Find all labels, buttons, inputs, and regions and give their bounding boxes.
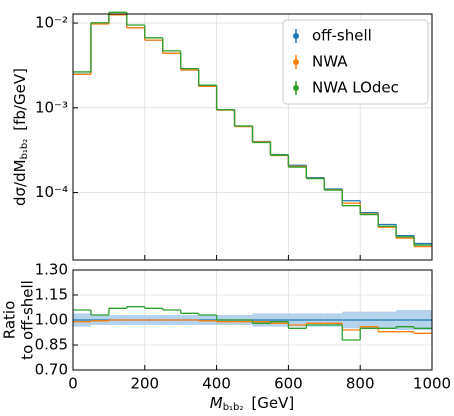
legend-marker: [293, 59, 299, 65]
y-tick-label: 10⁻⁴: [35, 183, 68, 201]
legend-label: NWA: [312, 53, 348, 71]
plot-frame: [72, 269, 433, 371]
y-tick-label: 0.70: [35, 361, 68, 379]
y-tick-label: 1.30: [35, 261, 68, 279]
x-tick-label: 0: [68, 375, 78, 393]
y-tick-label: 1.15: [35, 286, 68, 304]
y-tick-label: 0.85: [35, 336, 68, 354]
legend-marker: [293, 33, 299, 39]
legend-box: [282, 19, 429, 105]
x-label-unit: [GeV]: [251, 394, 294, 412]
x-tick-label: 400: [202, 375, 231, 393]
x-label-main: M: [210, 394, 223, 412]
y-tick-label: 10⁻²: [35, 14, 68, 32]
y-tick-label: 1.00: [35, 311, 68, 329]
x-tick-label: 200: [130, 375, 159, 393]
y-tick-label: 10⁻³: [35, 98, 68, 116]
ratio-label: to off-shell: [19, 280, 37, 360]
y-label-main: dσ/dM: [11, 159, 29, 206]
y-label-sub: b₁b₂: [19, 139, 30, 160]
plot-frame: [72, 13, 433, 261]
x-axis-label: Mb₁b₂ [GeV]: [210, 394, 295, 414]
legend-label: NWA LOdec: [312, 79, 399, 97]
legend-marker: [293, 85, 299, 91]
x-label-sub: b₁b₂: [223, 402, 244, 413]
ratio-label: Ratio: [1, 301, 19, 340]
x-tick-label: 800: [346, 375, 375, 393]
x-tick-label: 1000: [413, 375, 451, 393]
y-axis-label: dσ/dMb₁b₂ [fb/GeV]: [11, 68, 31, 206]
legend-label: off-shell: [312, 27, 372, 45]
y-label-unit: [fb/GeV]: [11, 68, 29, 131]
x-tick-label: 600: [274, 375, 303, 393]
